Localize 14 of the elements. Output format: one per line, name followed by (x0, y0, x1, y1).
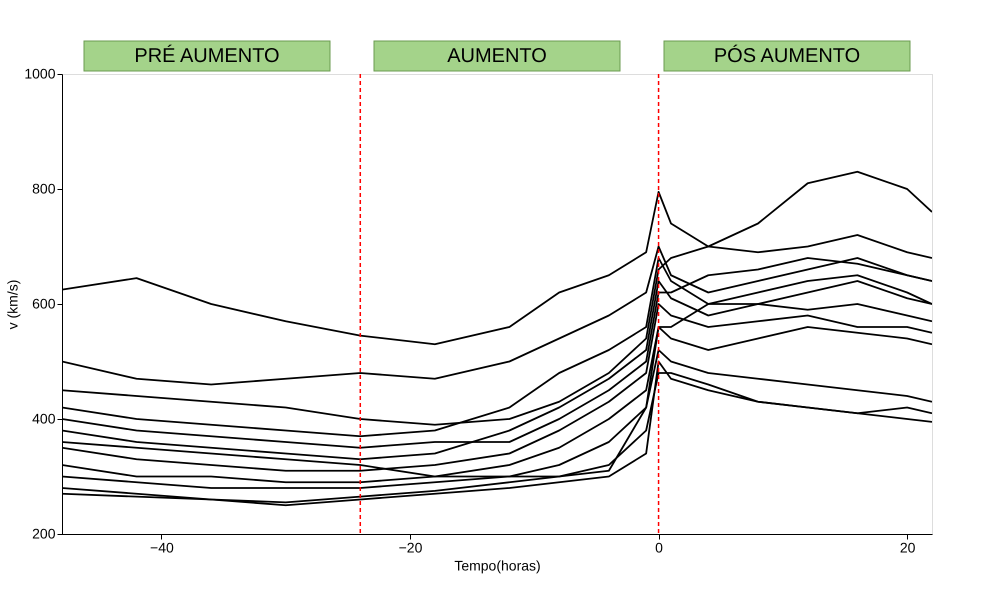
y-tick-label: 400 (32, 410, 56, 426)
x-tick-label: 20 (900, 540, 916, 556)
text: PÓS AUMENTO (714, 44, 860, 67)
x-tick-label: −40 (150, 540, 174, 556)
x-axis-title: Tempo(horas) (454, 558, 541, 574)
text: AUMENTO (447, 45, 547, 67)
y-tick-label: 800 (32, 180, 56, 196)
x-tick-label: 0 (655, 540, 664, 556)
x-tick-label: −20 (398, 540, 423, 556)
y-tick-label: 600 (32, 296, 56, 312)
y-tick-label: 200 (32, 526, 56, 542)
y-axis-title: v (km/s) (4, 280, 20, 330)
y-tick-label: 1000 (24, 66, 56, 82)
text: PRÉ AUMENTO (134, 44, 280, 67)
